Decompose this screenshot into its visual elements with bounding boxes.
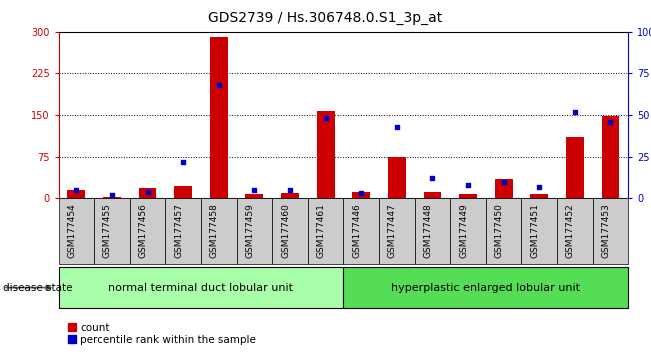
- Text: GSM177461: GSM177461: [316, 204, 326, 258]
- Bar: [174, 186, 192, 198]
- Bar: [139, 188, 156, 198]
- Bar: [602, 116, 619, 198]
- Text: GSM177446: GSM177446: [352, 204, 361, 258]
- Bar: [210, 38, 228, 198]
- Point: [143, 189, 153, 194]
- Point: [392, 124, 402, 130]
- Point: [534, 184, 544, 189]
- Text: GSM177448: GSM177448: [423, 204, 432, 258]
- Text: GSM177451: GSM177451: [530, 204, 539, 258]
- Text: GDS2739 / Hs.306748.0.S1_3p_at: GDS2739 / Hs.306748.0.S1_3p_at: [208, 11, 443, 25]
- Bar: [388, 156, 406, 198]
- Text: GSM177455: GSM177455: [103, 204, 112, 258]
- Bar: [459, 194, 477, 198]
- Legend: count, percentile rank within the sample: count, percentile rank within the sample: [64, 318, 260, 349]
- Point: [463, 182, 473, 188]
- Bar: [103, 196, 121, 198]
- Bar: [495, 179, 512, 198]
- Bar: [316, 110, 335, 198]
- Text: GSM177454: GSM177454: [68, 204, 76, 258]
- Text: GSM177457: GSM177457: [174, 204, 183, 258]
- Text: normal terminal duct lobular unit: normal terminal duct lobular unit: [109, 282, 294, 293]
- Point: [320, 115, 331, 121]
- Point: [499, 179, 509, 184]
- Text: GSM177456: GSM177456: [139, 204, 148, 258]
- Text: GSM177458: GSM177458: [210, 204, 219, 258]
- Bar: [352, 192, 370, 198]
- Bar: [531, 194, 548, 198]
- Text: GSM177460: GSM177460: [281, 204, 290, 258]
- Text: disease state: disease state: [3, 282, 73, 293]
- Point: [356, 190, 367, 196]
- Bar: [281, 193, 299, 198]
- Bar: [68, 190, 85, 198]
- Point: [284, 187, 295, 193]
- Point: [249, 187, 260, 193]
- Bar: [424, 192, 441, 198]
- Text: GSM177459: GSM177459: [245, 204, 255, 258]
- Point: [605, 119, 616, 125]
- Point: [71, 187, 81, 193]
- Point: [178, 159, 188, 165]
- Bar: [245, 194, 263, 198]
- Point: [427, 176, 437, 181]
- Text: GSM177449: GSM177449: [459, 204, 468, 258]
- Bar: [566, 137, 584, 198]
- Text: GSM177447: GSM177447: [388, 204, 397, 258]
- Text: GSM177450: GSM177450: [495, 204, 504, 258]
- Point: [570, 109, 580, 115]
- Point: [107, 192, 117, 198]
- Point: [214, 82, 224, 88]
- Text: GSM177453: GSM177453: [602, 204, 611, 258]
- Text: GSM177452: GSM177452: [566, 204, 575, 258]
- Text: hyperplastic enlarged lobular unit: hyperplastic enlarged lobular unit: [391, 282, 580, 293]
